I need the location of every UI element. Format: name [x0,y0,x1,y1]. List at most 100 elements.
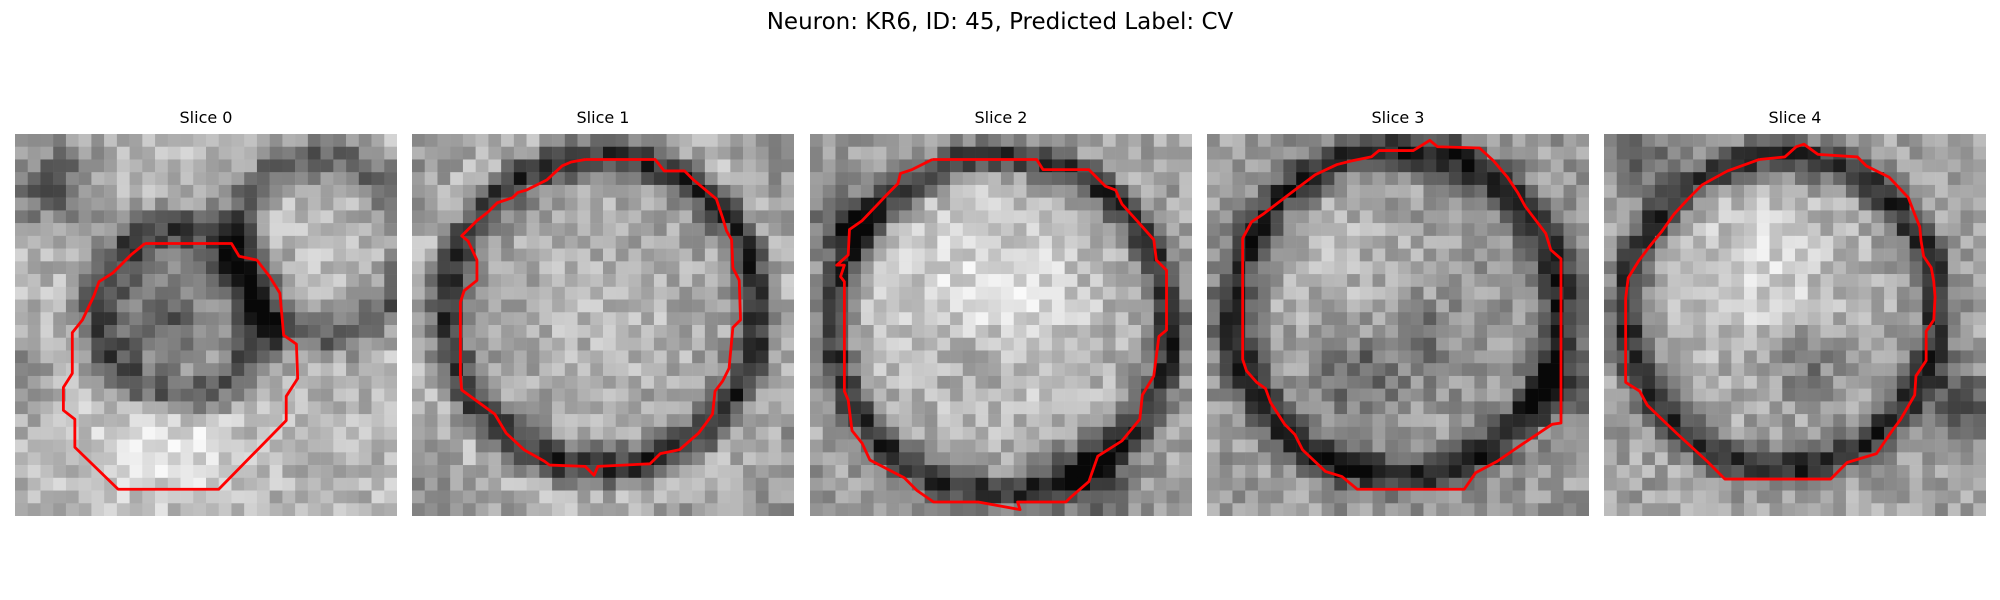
pixel [1604,350,1617,364]
pixel [1474,325,1488,338]
pixel [450,197,464,211]
pixel [1039,337,1053,351]
pixel [1359,465,1373,479]
pixel [1153,299,1167,313]
pixel [1115,172,1129,186]
pixel [937,210,951,224]
pixel [1718,477,1732,491]
pixel [295,286,309,300]
pixel [1616,184,1630,198]
pixel [1334,414,1348,428]
pixel [1833,452,1847,466]
pixel [679,337,693,351]
pixel [91,452,105,466]
pixel [307,299,321,313]
pixel [1820,388,1834,402]
pixel [269,439,283,453]
pixel [65,426,79,440]
pixel [1858,465,1872,479]
pixel [1756,375,1770,389]
pixel [412,146,425,160]
pixel [1871,490,1885,504]
pixel [1629,146,1643,160]
pixel [27,172,41,186]
pixel [358,337,372,351]
pixel [1909,235,1923,249]
pixel [1795,363,1808,377]
pixel [1563,197,1577,211]
pixel [810,350,823,364]
pixel [1102,286,1116,300]
pixel [358,274,372,288]
pixel [180,414,194,428]
pixel [1576,490,1589,504]
pixel [1769,197,1783,211]
pixel [1334,452,1348,466]
pixel [244,414,258,428]
pixel [1884,197,1898,211]
pixel [1064,197,1078,211]
pixel [1629,134,1643,147]
pixel [1769,286,1783,300]
pixel [924,312,938,326]
pixel [371,325,385,338]
pixel [218,375,232,389]
pixel [743,197,757,211]
pixel [1219,184,1233,198]
pixel [590,197,604,211]
pixel [1359,312,1373,326]
pixel [730,223,744,237]
pixel [1051,503,1065,516]
pixel [488,172,502,186]
pixel [822,248,836,262]
pixel [1896,503,1910,516]
pixel [1576,350,1589,364]
pixel [822,337,836,351]
pixel [1423,503,1437,516]
pixel [91,439,105,453]
pixel [295,210,309,224]
pixel [1896,134,1910,147]
pixel [886,235,900,249]
pixel [1718,350,1732,364]
pixel [628,388,642,402]
pixel [40,363,54,377]
pixel [218,337,232,351]
pixel [155,452,169,466]
pixel [1487,184,1501,198]
pixel [1680,134,1694,147]
pixel [1207,184,1220,198]
pixel [975,388,989,402]
pixel [1833,490,1847,504]
pixel [1616,325,1630,338]
pixel [755,299,769,313]
pixel [180,503,194,516]
pixel [1973,134,1986,147]
pixel [962,261,976,275]
pixel [488,159,502,173]
pixel [937,172,951,186]
pixel [1410,299,1424,313]
pixel [577,477,591,491]
pixel [1909,439,1923,453]
pixel [1398,312,1411,326]
pixel [129,286,143,300]
pixel [78,159,92,173]
pixel [1321,172,1335,186]
pixel [218,490,232,504]
pixel [1756,350,1770,364]
pixel [1051,465,1065,479]
pixel [873,375,887,389]
pixel [1667,452,1681,466]
pixel [1219,172,1233,186]
pixel [615,414,629,428]
pixel [384,503,397,516]
pixel [256,146,270,160]
pixel [924,439,938,453]
pixel [1207,426,1220,440]
pixel [1372,248,1386,262]
pixel [320,388,334,402]
pixel [822,452,836,466]
pixel [1051,210,1065,224]
pixel [860,286,874,300]
